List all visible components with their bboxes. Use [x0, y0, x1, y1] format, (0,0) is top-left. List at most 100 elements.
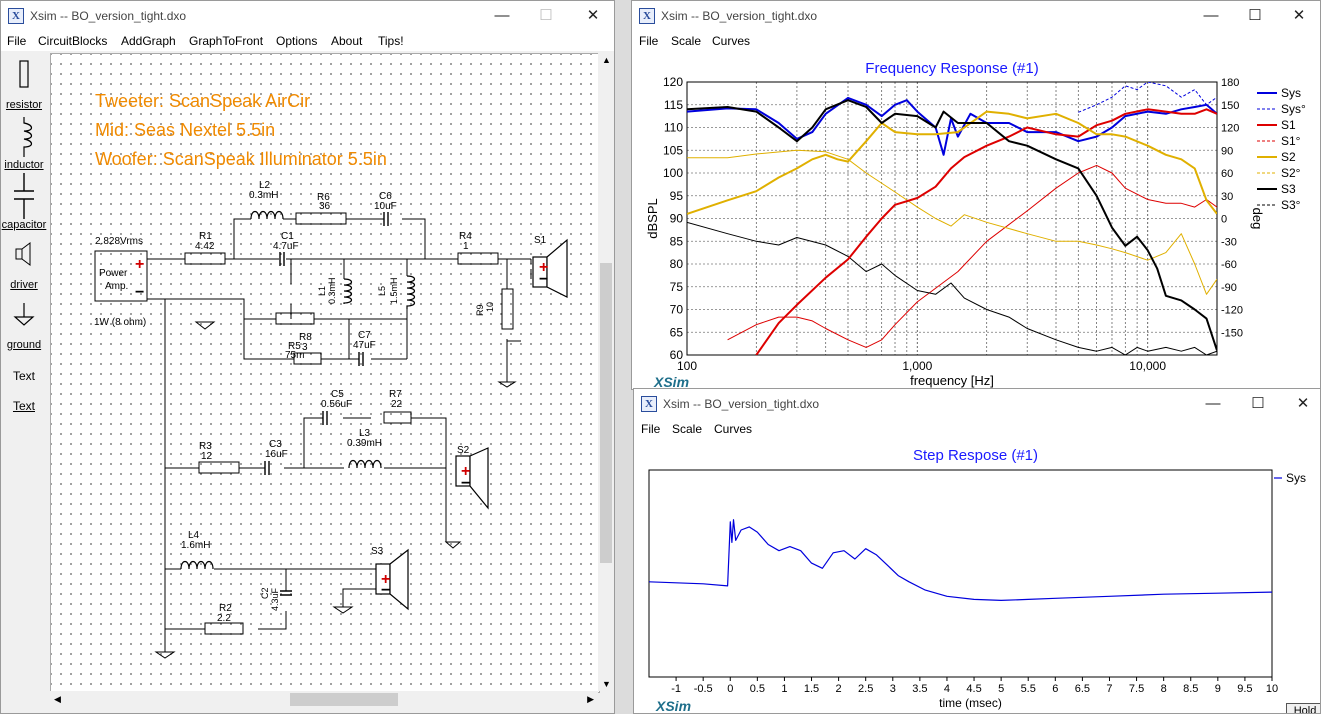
freq-y-tick: 75 — [670, 280, 684, 294]
svg-text:−: − — [135, 284, 144, 301]
minimize-button[interactable]: — — [494, 7, 510, 24]
svg-text:−: − — [381, 582, 390, 599]
step-x-tick: 5 — [998, 683, 1004, 695]
svg-text:+: + — [539, 259, 548, 276]
xsim-brand-logo: XSim — [655, 698, 691, 714]
minimize-button[interactable]: — — [1203, 7, 1219, 24]
c7-value: 47uF — [353, 340, 376, 351]
tool-inductor[interactable]: inductor — [4, 159, 44, 171]
menu-addgraph[interactable]: AddGraph — [121, 34, 176, 48]
close-button[interactable]: ✕ — [1292, 7, 1306, 24]
hscrollbar-thumb[interactable] — [290, 693, 398, 706]
s1-name: S1 — [534, 235, 547, 246]
schematic-horizontal-scrollbar[interactable]: ◀ ▶ — [50, 691, 598, 709]
l3-value: 0.39mH — [347, 438, 382, 449]
maximize-button[interactable]: ☐ — [1248, 7, 1262, 24]
xsim-app-icon: X — [8, 8, 24, 24]
maximize-button[interactable]: ☐ — [1251, 395, 1265, 412]
frequency-response-chart[interactable]: Frequency Response (#1) 60 65 70 75 80 85 90 95 1… — [632, 53, 1320, 390]
freq-series-s2-phase — [687, 149, 1217, 295]
scroll-right-arrow-icon[interactable]: ▶ — [587, 694, 594, 704]
speaker-icon[interactable] — [13, 241, 35, 269]
r5-value: 75m — [285, 350, 304, 361]
tool-text-link[interactable]: Text — [12, 399, 35, 413]
resistor-icon[interactable] — [16, 59, 32, 93]
freq-chart-title: Frequency Response (#1) — [865, 60, 1038, 77]
menu-options[interactable]: Options — [276, 34, 318, 48]
hold-button[interactable]: Hold — [1286, 703, 1320, 713]
close-button[interactable]: ✕ — [1296, 395, 1310, 412]
tool-ground[interactable]: ground — [6, 339, 42, 351]
tool-driver[interactable]: driver — [10, 279, 38, 291]
scroll-down-arrow-icon[interactable]: ▼ — [602, 679, 611, 689]
step-title-bar[interactable]: X Xsim -- BO_version_tight.dxo — ☐ ✕ — [634, 389, 1320, 419]
freq-y-tick: 95 — [670, 189, 684, 203]
amp-voltage: 2.828Vrms — [95, 236, 143, 247]
freq-series-s3 — [687, 99, 1217, 351]
step-response-chart[interactable]: Step Respose (#1) -1 -0.5 0 0.5 1 1.5 2 2.5 3 3.5 4… — [634, 441, 1320, 714]
step-legend-label: Sys — [1286, 471, 1306, 485]
step-x-tick: 8 — [1161, 683, 1167, 695]
l4-name: L4 — [188, 530, 200, 541]
step-x-tick: 0.5 — [750, 683, 765, 695]
freq-series-sys-phase — [1078, 82, 1217, 113]
r7-value: 22 — [391, 399, 403, 410]
schematic-vertical-scrollbar[interactable]: ▲ ▼ — [598, 53, 614, 691]
menu-curves[interactable]: Curves — [712, 34, 751, 48]
inductor-icon[interactable] — [14, 117, 34, 159]
menu-scale[interactable]: Scale — [672, 422, 703, 436]
c6-name: C6 — [379, 191, 392, 202]
ground-icon[interactable] — [12, 303, 36, 327]
menu-file[interactable]: File — [639, 34, 659, 48]
circuit-window[interactable]: X Xsim -- BO_version_tight.dxo — ☐ ✕ Fil… — [0, 0, 615, 714]
c6-value: 10uF — [374, 201, 397, 212]
step-chart-title: Step Respose (#1) — [913, 447, 1038, 464]
scroll-left-arrow-icon[interactable]: ◀ — [54, 694, 61, 704]
c5-name: C5 — [331, 389, 344, 400]
freq-legend-label: S3° — [1281, 198, 1301, 212]
r3-name: R3 — [199, 441, 212, 452]
menu-tips[interactable]: Tips! — [378, 34, 404, 48]
menu-about[interactable]: About — [331, 34, 363, 48]
frequency-response-window[interactable]: X Xsim -- BO_version_tight.dxo — ☐ ✕ Fil… — [631, 0, 1321, 390]
circuit-title-bar[interactable]: X Xsim -- BO_version_tight.dxo — ☐ ✕ — [1, 1, 614, 31]
tool-capacitor[interactable]: capacitor — [1, 219, 47, 231]
step-x-tick: 10 — [1266, 683, 1278, 695]
tool-resistor[interactable]: resistor — [5, 99, 43, 111]
menu-circuitblocks[interactable]: CircuitBlocks — [38, 34, 108, 48]
schematic-canvas[interactable]: Tweeter: ScanSpeak AirCir Mid: Seas Next… — [50, 53, 600, 693]
annotation-woofer: Woofer: ScanSpeak Illuminator 5.5in — [95, 149, 387, 169]
freq-y2-tick: 180 — [1221, 77, 1239, 89]
freq-x-tick: 100 — [677, 359, 697, 373]
menu-scale[interactable]: Scale — [671, 34, 702, 48]
minimize-button[interactable]: — — [1205, 395, 1221, 412]
l2-name: L2 — [259, 180, 271, 191]
maximize-button[interactable]: ☐ — [539, 7, 553, 24]
close-button[interactable]: ✕ — [586, 7, 600, 24]
tool-text[interactable]: Text — [12, 369, 35, 383]
scrollbar-thumb[interactable] — [600, 263, 612, 563]
menu-file[interactable]: File — [7, 34, 27, 48]
menu-curves[interactable]: Curves — [714, 422, 753, 436]
step-x-tick: 1 — [781, 683, 787, 695]
freq-y2-tick: 0 — [1221, 214, 1227, 226]
amp-rating: 1W (8 ohm) — [94, 317, 146, 328]
menu-file[interactable]: File — [641, 422, 661, 436]
c1-value: 4.7uF — [273, 241, 299, 252]
menu-graphtofront[interactable]: GraphToFront — [189, 34, 264, 48]
freq-legend-label: S3 — [1281, 182, 1296, 196]
freq-legend-label: Sys — [1281, 86, 1301, 100]
capacitor-icon[interactable] — [12, 173, 36, 219]
r9-name: R9 — [475, 304, 485, 316]
scroll-up-arrow-icon[interactable]: ▲ — [602, 55, 611, 65]
step-x-tick: 0 — [727, 683, 733, 695]
freq-x-axis-label: frequency [Hz] — [910, 373, 994, 388]
freq-y2-tick: -90 — [1221, 282, 1237, 294]
l3-name: L3 — [359, 428, 371, 439]
svg-text:+: + — [381, 571, 390, 588]
step-response-window[interactable]: X Xsim -- BO_version_tight.dxo — ☐ ✕ Fil… — [633, 388, 1321, 714]
freq-title-bar[interactable]: X Xsim -- BO_version_tight.dxo — ☐ ✕ — [632, 1, 1320, 31]
step-x-tick: 4.5 — [966, 683, 981, 695]
step-plot-frame — [648, 469, 1273, 678]
r3-value: 12 — [201, 451, 213, 462]
